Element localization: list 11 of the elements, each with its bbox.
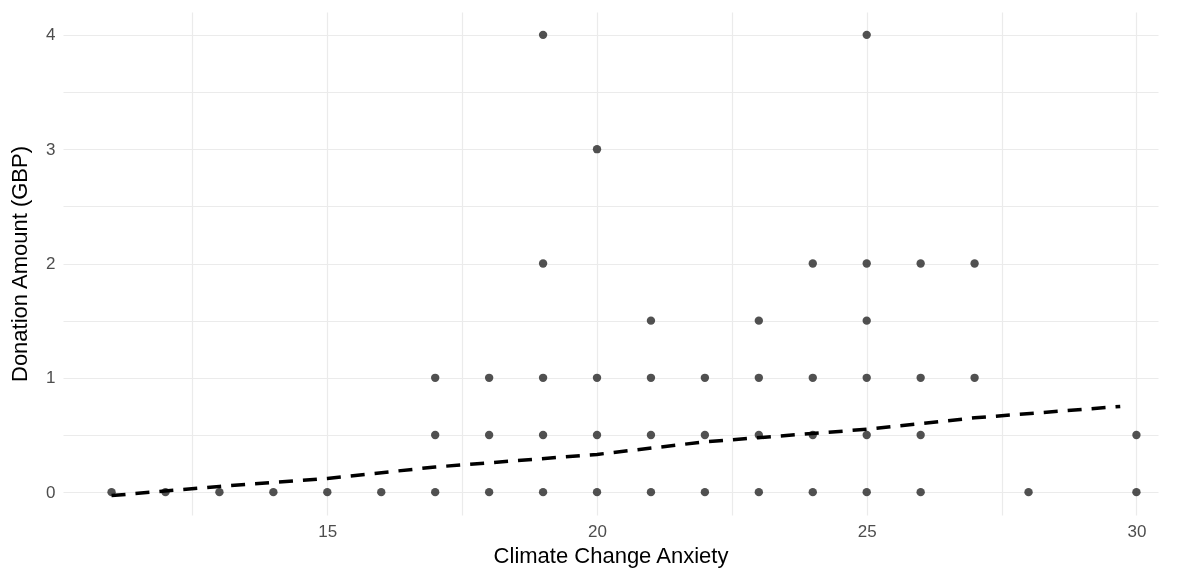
y-tick-label: 2 <box>46 254 56 273</box>
y-tick-label: 0 <box>46 482 56 502</box>
y-tick-label: 4 <box>46 25 56 45</box>
y-tick-label: 1 <box>46 368 56 388</box>
x-tick-label: 20 <box>588 521 607 541</box>
y-axis-title: Donation Amount (GBP) <box>7 145 33 383</box>
x-axis-title: Climate Change Anxiety <box>493 542 729 568</box>
x-tick-label: 25 <box>857 521 877 541</box>
x-tick-label: 30 <box>1127 521 1147 541</box>
y-tick-label: 3 <box>46 139 56 159</box>
x-tick-label: 15 <box>318 521 338 541</box>
